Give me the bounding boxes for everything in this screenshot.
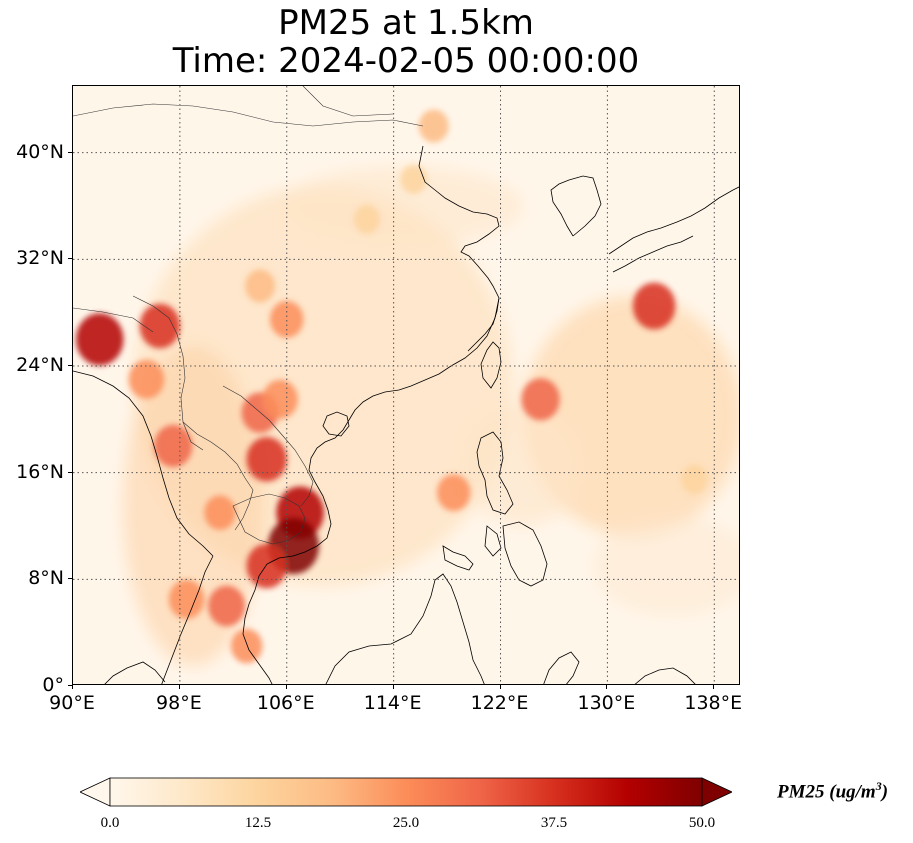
colorbar-body	[109, 777, 703, 807]
lon-tick-label: 114°E	[363, 692, 422, 714]
pm25-hotspot-20	[400, 164, 427, 194]
colorbar-label-exponent: 3	[875, 779, 882, 793]
coastline-japan-south	[612, 235, 694, 273]
lat-tick-label: 8°N	[28, 567, 64, 590]
colorbar-tick-label: 50.0	[688, 815, 716, 831]
pm25-hotspot-0	[75, 313, 124, 366]
coastline-sulawesi	[543, 651, 580, 684]
coastline-mindanao-visayas	[484, 521, 548, 587]
pm25-hotspot-2	[128, 359, 165, 399]
lon-tick-mark	[72, 685, 73, 689]
pm25-hotspot-16	[521, 378, 560, 421]
pm25-hotspot-19	[418, 109, 449, 143]
title-line-time: Time: 2024-02-05 00:00:00	[172, 41, 640, 81]
pm25-hotspot-21	[353, 204, 381, 234]
colorbar	[80, 777, 732, 807]
background-haze	[123, 166, 739, 666]
lon-tick-mark	[285, 685, 287, 689]
coastline-vietnam	[292, 419, 350, 557]
pm25-hotspot-13	[270, 300, 304, 338]
lon-tick-label: 106°E	[256, 692, 315, 714]
coastline-new-guinea	[634, 667, 696, 684]
colorbar-tick-label: 25.0	[392, 815, 420, 831]
coastlines	[73, 145, 739, 684]
border-thailand	[182, 421, 254, 531]
pm25-hotspot-10	[208, 585, 246, 627]
colorbar-tick-label: 12.5	[244, 815, 272, 831]
lat-tick-mark	[68, 365, 72, 366]
pm25-hotspot-11	[168, 579, 205, 619]
coastline-luzon	[476, 431, 514, 515]
coastline-palawan	[442, 545, 474, 571]
coastline-korea	[550, 175, 602, 237]
colorbar-extend-min	[80, 777, 111, 807]
pm25-hotspot-15	[204, 495, 236, 530]
lon-tick-label: 138°E	[684, 692, 743, 714]
coastline-south-china	[348, 297, 500, 421]
lon-tick-label: 122°E	[470, 692, 529, 714]
lon-tick-mark	[606, 685, 608, 689]
gridlines	[73, 86, 739, 684]
lon-tick-label: 90°E	[49, 692, 95, 714]
border-china-north	[73, 103, 424, 127]
pm25-hotspot-1	[139, 303, 181, 349]
pm25-hotspot-22	[680, 464, 708, 494]
coastline-myanmar	[73, 370, 214, 557]
pm25-hotspot-18	[632, 282, 676, 330]
lon-tick-label: 98°E	[156, 692, 202, 714]
country-borders	[73, 86, 424, 545]
lat-tick-mark	[68, 151, 72, 153]
border-india-nepal	[73, 307, 154, 333]
lon-tick-label: 130°E	[577, 692, 636, 714]
lat-tick-label: 32°N	[16, 247, 64, 270]
pm25-hotspot-3	[154, 424, 193, 468]
colorbar-extend-max	[701, 777, 732, 807]
lat-tick-label: 24°N	[16, 354, 64, 376]
lon-tick-mark	[499, 685, 501, 689]
colorbar-tick-label: 0.0	[100, 815, 120, 831]
pm25-hotspot-14	[245, 269, 276, 303]
pm25-hotspots	[75, 109, 708, 664]
lat-tick-mark	[68, 685, 72, 686]
lat-tick-mark	[68, 258, 72, 260]
coastline-thailand-malaya	[242, 555, 294, 684]
coastline-taiwan	[480, 341, 502, 389]
lat-tick-mark	[68, 471, 72, 473]
border-laos-vietnam	[222, 385, 314, 507]
coastline-andaman	[161, 555, 214, 684]
colorbar-label-text: PM25 (ug/m	[777, 781, 876, 803]
colorbar-label-close: )	[881, 781, 889, 803]
map-title: PM25 at 1.5km Time: 2024-02-05 00:00:00	[72, 4, 740, 80]
pm25-hotspot-4	[246, 437, 287, 482]
border-cambodia	[232, 493, 306, 545]
lon-tick-mark	[713, 685, 715, 689]
lat-tick-label: 40°N	[16, 140, 64, 163]
lon-tick-mark	[178, 685, 180, 689]
border-china-mongolia	[302, 86, 394, 117]
pm25-hotspot-12	[230, 628, 263, 664]
lat-tick-mark	[68, 578, 72, 580]
coastline-borneo	[325, 573, 485, 684]
lon-tick-mark	[392, 685, 394, 689]
lat-tick-label: 0°	[42, 674, 64, 696]
pm25-heatmap	[73, 86, 739, 684]
colorbar-tick-label: 37.5	[540, 815, 568, 831]
coastline-japan	[608, 186, 739, 255]
border-myanmar-china	[132, 295, 204, 451]
colorbar-label: PM25 (ug/m3)	[777, 779, 888, 803]
pm25-hotspot-6	[262, 379, 298, 419]
map-panel	[72, 85, 740, 685]
pm25-hotspot-17	[437, 474, 471, 512]
title-line-variable: PM25 at 1.5km	[278, 3, 534, 43]
coastline-sumatra-north	[104, 661, 166, 684]
coastline-hainan	[322, 411, 350, 437]
pm25-hotspot-9	[246, 543, 287, 589]
lat-tick-label: 16°N	[16, 460, 64, 483]
